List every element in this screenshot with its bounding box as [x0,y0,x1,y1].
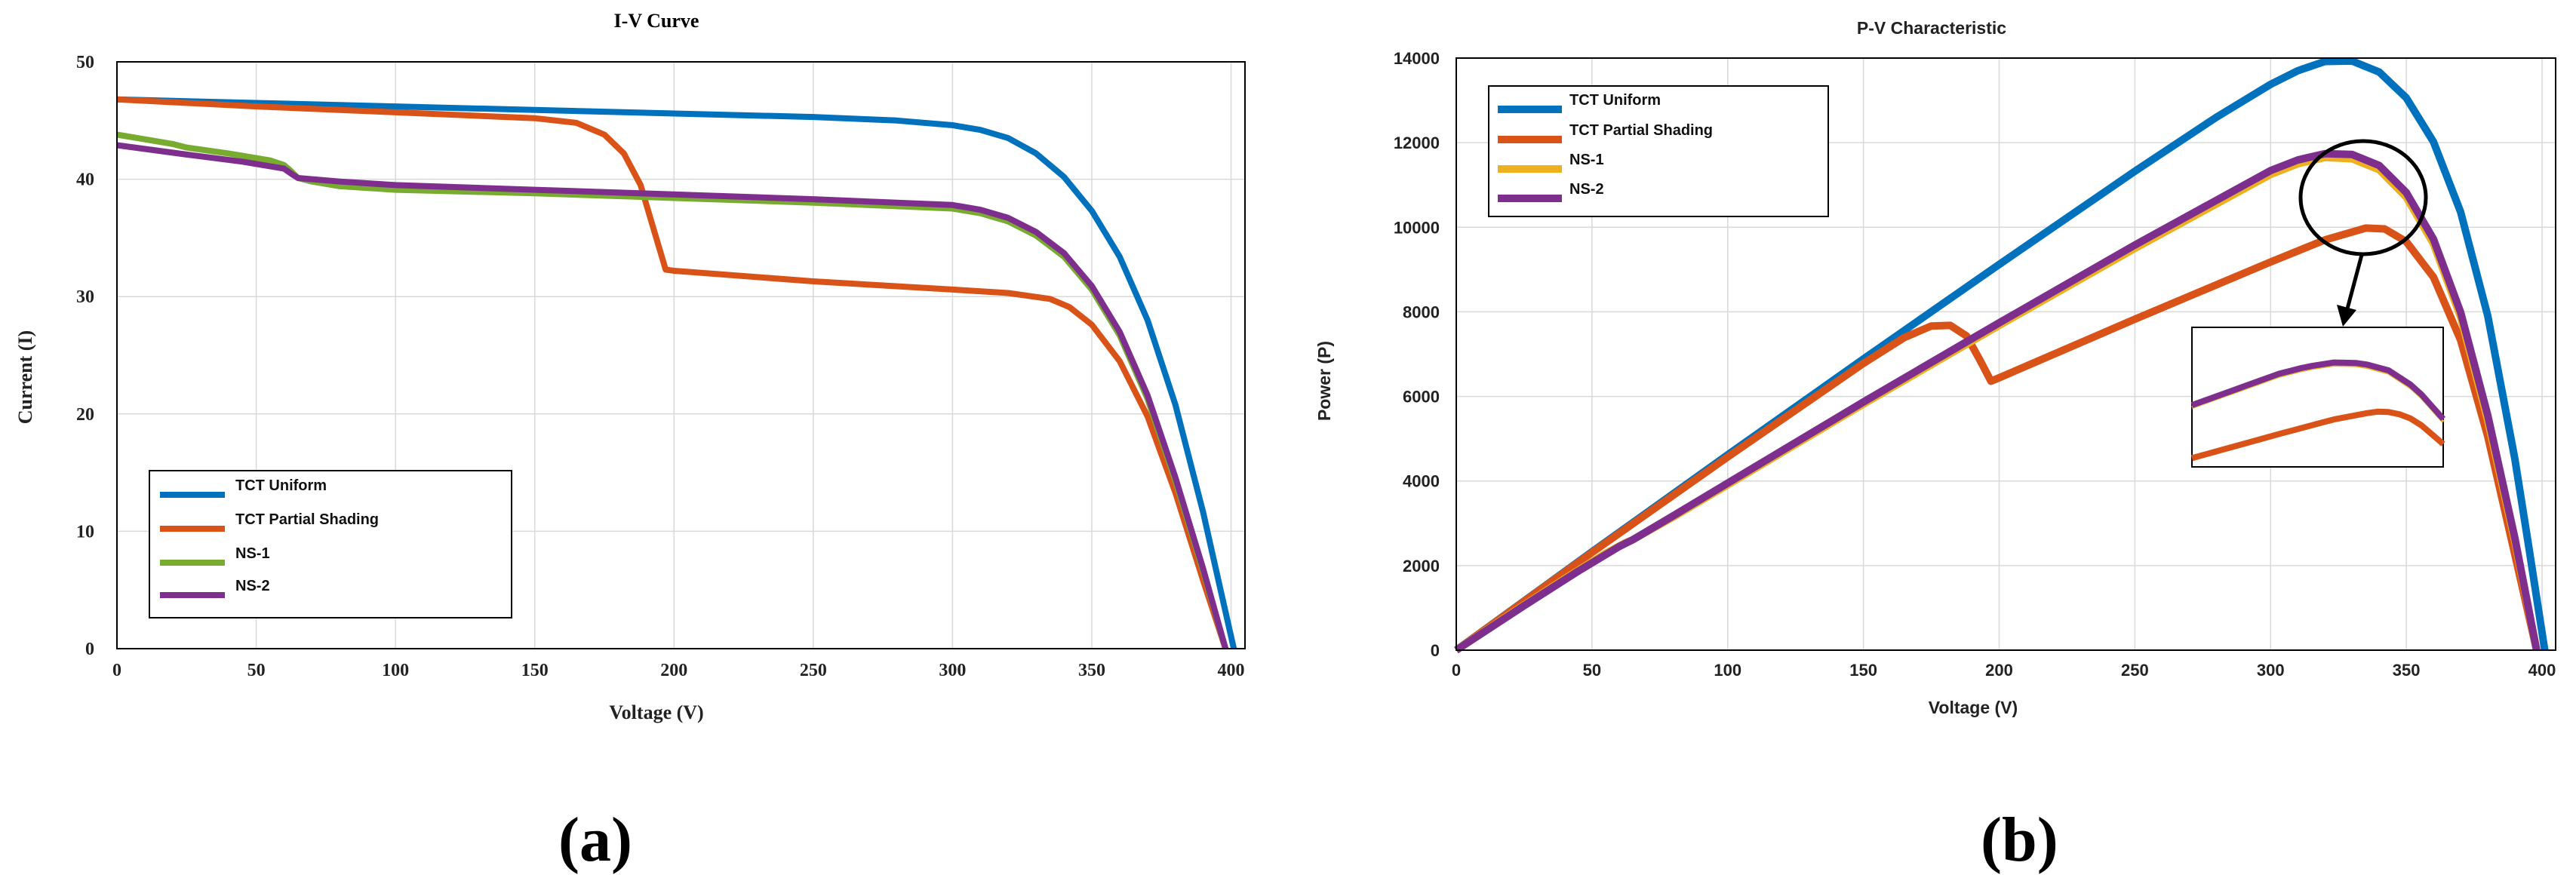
zoom-inset-line-tct-partial-shading [2190,408,2445,462]
iv-x-tick-label: 0 [112,661,121,680]
pv-x-tick-label: 50 [1583,661,1601,680]
pv-x-tick-labels: 0 50 100 150 200 250 300 350 400 [1452,661,2556,680]
pv-x-tick-label: 150 [1849,661,1877,680]
pv-x-tick-label: 350 [2393,661,2421,680]
iv-x-tick-labels: 0 50 100 150 200 250 300 350 400 [112,661,1245,680]
iv-x-tick-label: 300 [939,661,966,680]
iv-x-tick-label: 100 [382,661,409,680]
iv-x-tick-label: 400 [1218,661,1245,680]
panel-label-a: (a) [558,805,632,875]
pv-y-tick-label: 10000 [1394,218,1440,237]
iv-legend: TCT Uniform TCT Partial Shading NS-1 NS-2 [149,470,512,618]
iv-y-tick-label: 20 [76,405,94,425]
iv-x-tick-label: 350 [1078,661,1105,680]
pv-y-tick-label: 4000 [1403,472,1440,491]
pv-series-line-tct-partial-shading [1454,224,2541,654]
iv-series-lines [116,96,1237,650]
zoom-arrow [2344,254,2364,312]
pv-y-tick-label: 8000 [1403,302,1440,321]
panel-label-b: (b) [1981,805,2058,875]
pv-legend: TCT Uniform TCT Partial Shading NS-1 NS-2 [1488,85,1829,217]
iv-chart-title: I-V Curve [614,10,699,32]
iv-y-axis-label: Current (I) [14,330,36,424]
iv-y-tick-label: 0 [85,640,94,659]
pv-y-tick-label: 12000 [1394,134,1440,152]
iv-x-tick-label: 250 [800,661,827,680]
iv-legend-label: NS-1 [235,545,270,562]
zoom-inset-lines [2190,359,2445,462]
pv-legend-label: NS-2 [1569,181,1604,198]
pv-series-lines [1454,57,2549,654]
iv-x-tick-label: 50 [247,661,266,680]
pv-legend-label: NS-1 [1569,152,1604,168]
iv-y-tick-labels: 0 10 20 30 40 50 [76,53,94,659]
pv-x-tick-label: 0 [1452,661,1461,680]
iv-x-tick-label: 200 [660,661,687,680]
pv-y-tick-label: 14000 [1394,49,1440,68]
iv-chart: I-V Curve 0 50 100 150 200 250 300 350 400 0 10 20… [14,10,1246,723]
pv-chart: P-V Characteristic 0 50 100 150 200 250 300 350… [1314,18,2556,717]
iv-y-tick-label: 10 [76,522,94,542]
iv-y-tick-label: 40 [76,170,94,190]
pv-y-tick-labels: 0 2000 4000 6000 8000 10000 12000 14000 [1394,49,1440,660]
pv-x-tick-label: 400 [2528,661,2556,680]
iv-legend-label: NS-2 [235,578,270,594]
iv-legend-label: TCT Uniform [235,477,327,494]
pv-series-line-ns-2 [1454,149,2541,654]
pv-y-tick-label: 6000 [1403,388,1440,407]
pv-x-tick-label: 200 [1985,661,2013,680]
pv-legend-label: TCT Uniform [1569,92,1661,109]
iv-x-axis-label: Voltage (V) [609,701,703,723]
pv-x-tick-label: 100 [1714,661,1741,680]
iv-series-line-tct-uniform [116,96,1237,649]
iv-x-tick-label: 150 [521,661,549,680]
pv-legend-label: TCT Partial Shading [1569,122,1713,139]
iv-y-tick-label: 50 [76,53,94,72]
pv-chart-title: P-V Characteristic [1857,18,2006,38]
pv-x-axis-label: Voltage (V) [1929,698,2018,717]
iv-series-line-ns-2 [116,142,1229,650]
peak-highlight-circle [2298,139,2428,256]
iv-plot-frame [116,61,1246,649]
pv-y-tick-label: 2000 [1403,557,1440,575]
pv-y-axis-label: Power (P) [1314,341,1334,421]
iv-y-tick-label: 30 [76,287,94,307]
iv-legend-label: TCT Partial Shading [235,511,379,528]
iv-series-line-tct-partial-shading [116,96,1229,650]
pv-peak-annotation [2190,139,2445,468]
zoom-arrow-head [2337,305,2356,327]
zoom-inset-line-ns-2 [2190,359,2445,422]
pv-x-tick-label: 250 [2121,661,2149,680]
pv-y-tick-label: 0 [1431,641,1440,660]
pv-x-tick-label: 300 [2257,661,2285,680]
pv-plot-frame [1456,57,2556,651]
